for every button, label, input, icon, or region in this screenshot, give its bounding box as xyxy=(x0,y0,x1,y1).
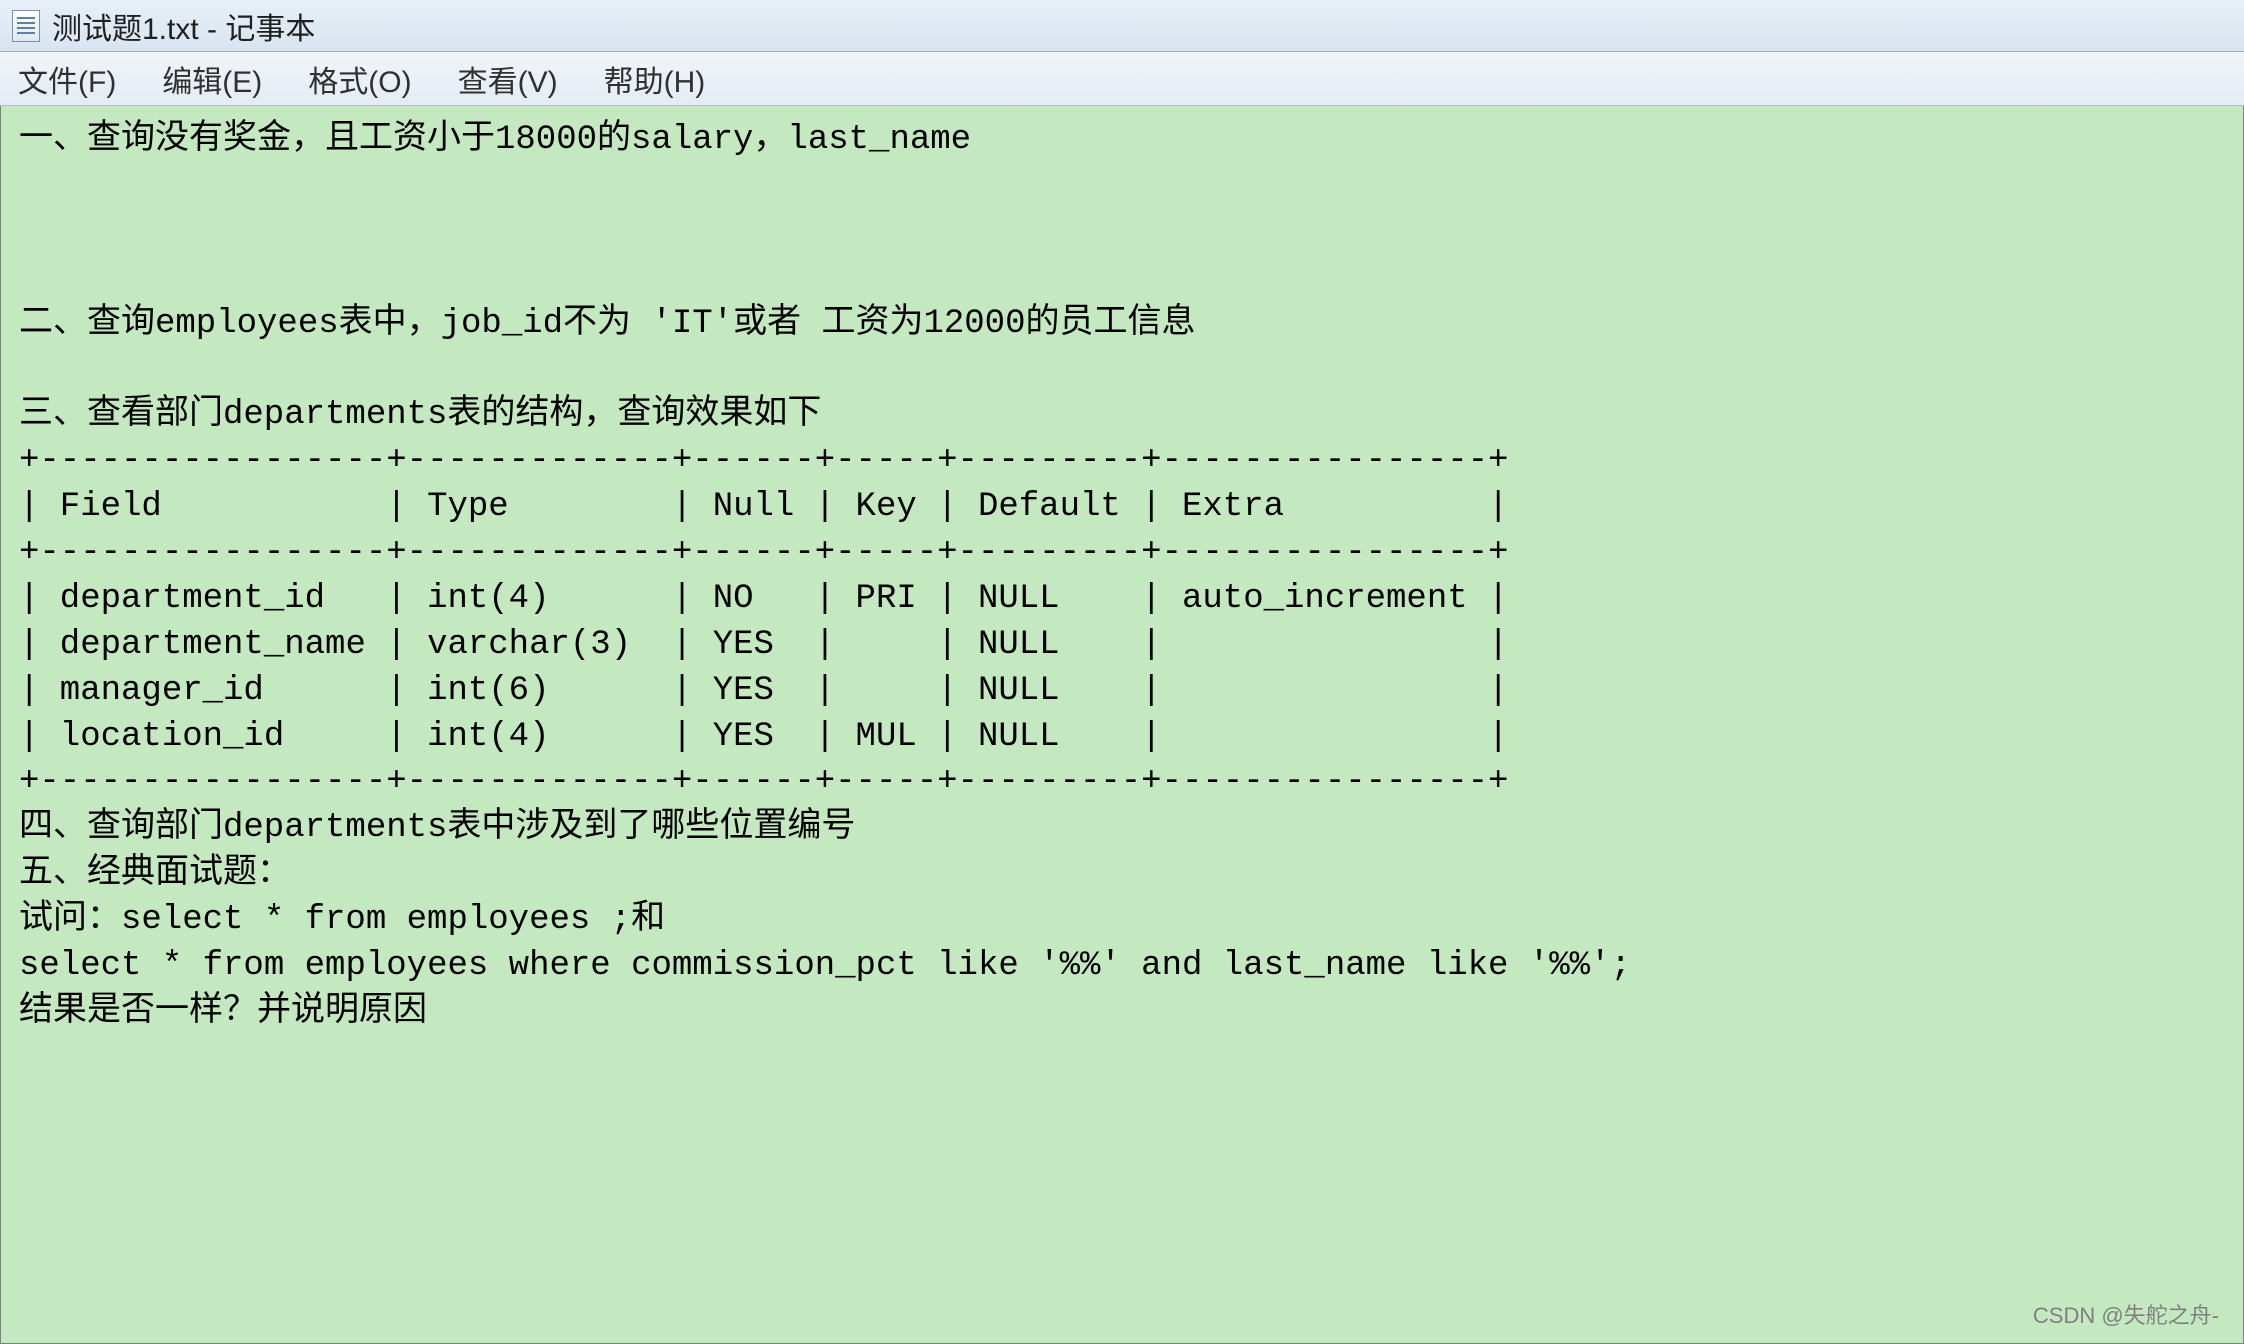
table-border: +-----------------+-------------+------+… xyxy=(19,763,1508,801)
menu-help[interactable]: 帮助(H) xyxy=(600,55,710,103)
watermark-text: CSDN @失舵之舟- xyxy=(2033,1301,2219,1331)
content-line: 二、查询employees表中，job_id不为 'IT'或者 工资为12000… xyxy=(19,305,1196,343)
content-line: 三、查看部门departments表的结构，查询效果如下 xyxy=(19,396,821,434)
titlebar[interactable]: 测试题1.txt - 记事本 xyxy=(0,0,2244,52)
table-border: +-----------------+-------------+------+… xyxy=(19,442,1508,480)
menubar: 文件(F) 编辑(E) 格式(O) 查看(V) 帮助(H) xyxy=(0,52,2244,106)
content-line: 一、查询没有奖金，且工资小于18000的salary，last_name xyxy=(19,121,971,159)
window-title: 测试题1.txt - 记事本 xyxy=(52,4,315,48)
text-editor-area[interactable]: 一、查询没有奖金，且工资小于18000的salary，last_name 二、查… xyxy=(0,106,2244,1344)
table-border: +-----------------+-------------+------+… xyxy=(19,534,1508,572)
notepad-icon xyxy=(12,10,40,42)
table-row: | department_name | varchar(3) | YES | |… xyxy=(19,626,1508,664)
content-line: 五、经典面试题： xyxy=(19,855,291,893)
menu-file[interactable]: 文件(F) xyxy=(14,55,120,103)
content-line: 四、查询部门departments表中涉及到了哪些位置编号 xyxy=(19,809,855,847)
table-row: | manager_id | int(6) | YES | | NULL | | xyxy=(19,672,1508,710)
content-line: 试问：select * from employees ;和 xyxy=(19,901,665,939)
table-header: | Field | Type | Null | Key | Default | … xyxy=(19,488,1508,526)
menu-edit[interactable]: 编辑(E) xyxy=(158,55,266,103)
menu-view[interactable]: 查看(V) xyxy=(454,55,562,103)
notepad-window: 测试题1.txt - 记事本 文件(F) 编辑(E) 格式(O) 查看(V) 帮… xyxy=(0,0,2244,1344)
table-row: | department_id | int(4) | NO | PRI | NU… xyxy=(19,580,1508,618)
menu-format[interactable]: 格式(O) xyxy=(304,55,415,103)
table-row: | location_id | int(4) | YES | MUL | NUL… xyxy=(19,718,1508,756)
content-line: select * from employees where commission… xyxy=(19,947,1631,985)
content-line: 结果是否一样？并说明原因 xyxy=(19,993,427,1031)
